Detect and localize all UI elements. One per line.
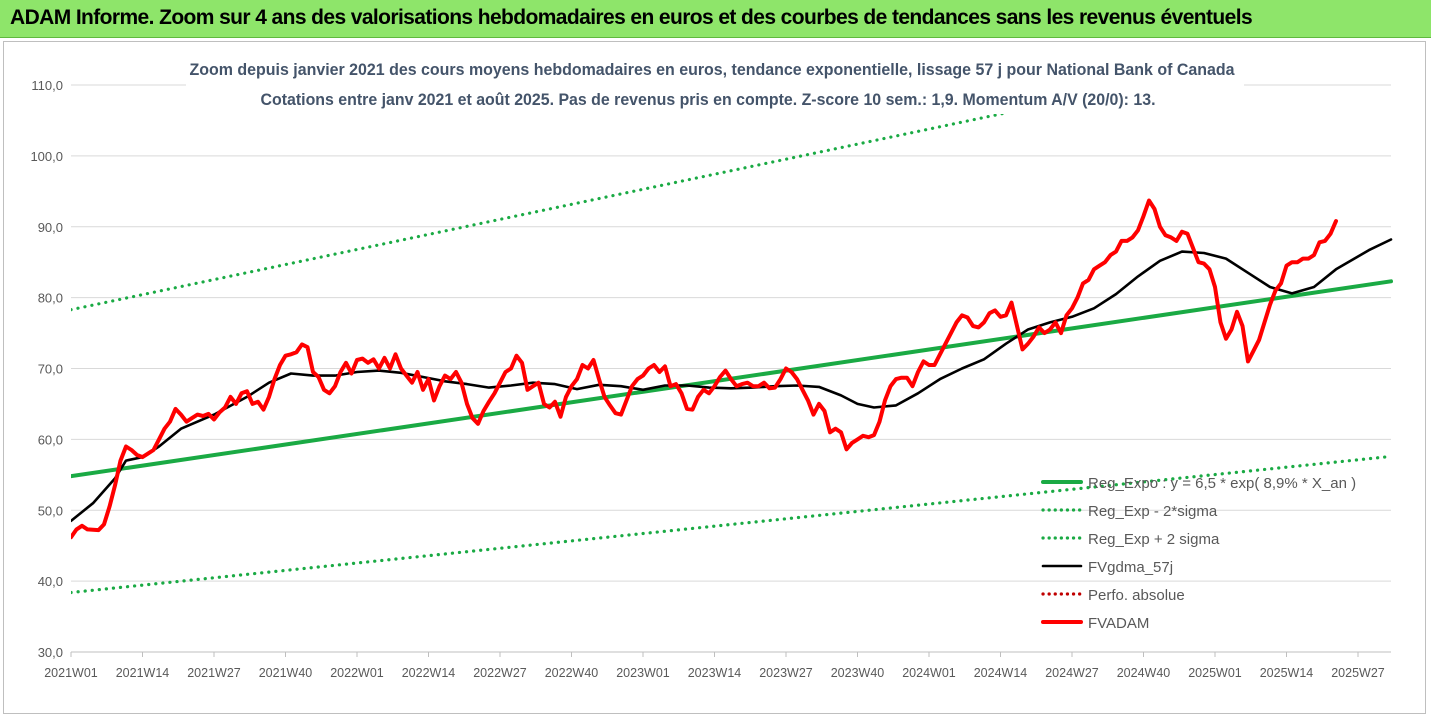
legend-label: Reg_Exp - 2*sigma [1088,503,1218,520]
report-banner: ADAM Informe. Zoom sur 4 ans des valoris… [0,0,1431,38]
x-tick-label: 2024W01 [902,666,956,680]
x-tick-label: 2022W01 [330,666,384,680]
series-line-3 [71,238,1393,523]
chart-title: Zoom depuis janvier 2021 des cours moyen… [190,61,1236,79]
x-tick-label: 2023W14 [688,666,742,680]
x-tick-label: 2023W40 [831,666,885,680]
y-tick-label: 100,0 [30,149,63,164]
x-tick-label: 2024W14 [974,666,1028,680]
chart-title-group: Zoom depuis janvier 2021 des cours moyen… [186,54,1244,114]
y-tick-label: 90,0 [38,220,63,235]
y-tick-label: 110,0 [31,78,63,93]
x-tick-label: 2021W14 [116,666,170,680]
chart-subtitle: Cotations entre janv 2021 et août 2025. … [261,91,1156,109]
x-tick-label: 2024W40 [1117,666,1171,680]
y-tick-label: 50,0 [38,503,63,518]
y-tick-label: 80,0 [38,291,63,306]
x-tick-label: 2022W14 [402,666,456,680]
x-tick-label: 2025W01 [1188,666,1242,680]
x-tick-label: 2025W14 [1260,666,1314,680]
x-tick-label: 2024W27 [1045,666,1099,680]
legend-label: Reg_Expo : y = 6,5 * exp( 8,9% * X_an ) [1088,475,1356,492]
chart-subtitle-background [252,86,1164,114]
series-line-5 [71,198,1338,540]
legend-label: FVgdma_57j [1088,559,1173,576]
x-tick-label: 2023W01 [616,666,670,680]
x-tick-label: 2025W27 [1331,666,1385,680]
legend-label: Perfo. absolue [1088,587,1185,604]
x-tick-label: 2021W01 [44,666,98,680]
legend-label: FVADAM [1088,615,1149,632]
y-tick-label: 70,0 [38,362,63,377]
legend-label: Reg_Exp + 2 sigma [1088,531,1220,548]
x-tick-label: 2022W40 [545,666,599,680]
series-line-1 [71,454,1393,595]
x-tick-label: 2021W40 [259,666,313,680]
plot-area [71,83,1393,595]
x-tick-label: 2022W27 [473,666,527,680]
series-line-2 [71,83,1156,312]
legend: Reg_Expo : y = 6,5 * exp( 8,9% * X_an ) R… [1041,475,1356,632]
x-tick-label: 2023W27 [759,666,813,680]
y-tick-label: 40,0 [38,574,63,589]
y-tick-label: 30,0 [38,645,63,660]
x-tick-label: 2021W27 [187,666,241,680]
chart-frame [3,41,1426,714]
report-banner-title: ADAM Informe. Zoom sur 4 ans des valoris… [10,6,1253,29]
y-tick-label: 60,0 [38,432,63,447]
